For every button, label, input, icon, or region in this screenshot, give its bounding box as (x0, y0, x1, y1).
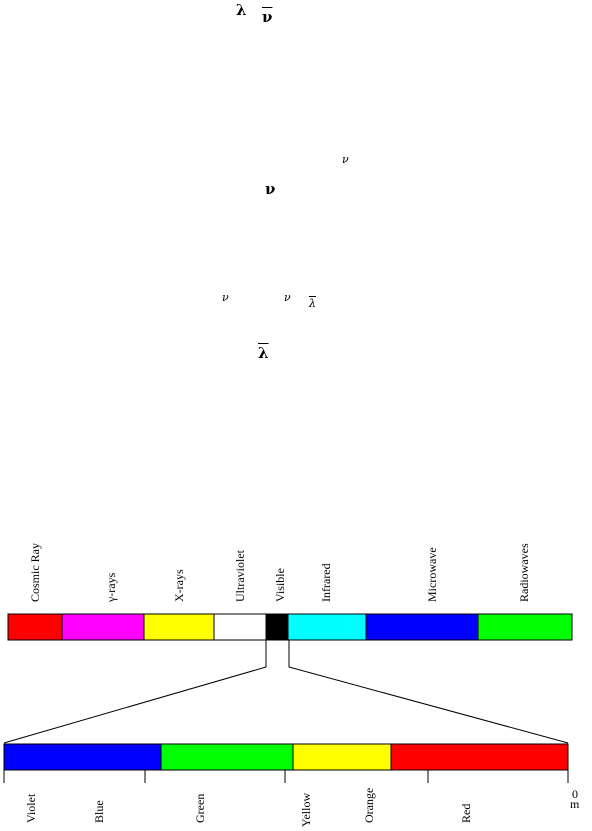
label-orange: Orange (362, 788, 376, 823)
lambda-symbol: λ (236, 1, 247, 19)
visible-band-yellow (292, 743, 392, 771)
band-visible (265, 613, 288, 641)
band-radiowaves (477, 613, 573, 641)
label-end-value: 0 (572, 787, 578, 801)
label-radiowaves: Radiowaves (517, 543, 531, 602)
visible-spectrum-bar (3, 743, 569, 771)
label-visible: Visible (273, 568, 287, 602)
visible-band-blue (3, 743, 162, 771)
label-red: Red (459, 804, 473, 823)
label-gamma-rays: γ-rays (104, 572, 118, 603)
zoom-line-right (288, 640, 569, 744)
label-infrared: Infrared (319, 563, 333, 602)
zoom-connector (3, 640, 569, 744)
label-microwave: Microwave (425, 547, 439, 602)
nu-bar-symbol: ν (262, 8, 273, 26)
label-x-rays: X-rays (172, 569, 186, 602)
band-microwave (365, 613, 479, 641)
visible-axis (3, 769, 569, 783)
lambda-bar-symbol: λ (258, 344, 269, 362)
label-yellow: Yellow (299, 793, 313, 827)
band-gamma-rays (61, 613, 145, 641)
label-green: Green (193, 794, 207, 823)
spectrum-bar (7, 613, 573, 641)
band-infrared (287, 613, 367, 641)
band-ultraviolet (213, 613, 267, 641)
band-x-rays (143, 613, 215, 641)
nu-symbol: ν (265, 180, 276, 198)
nu-small-symbol-a: ν (222, 291, 229, 304)
zoom-line-left (3, 640, 267, 744)
label-cosmic-ray: Cosmic Ray (28, 543, 42, 602)
nu-small-symbol-right: ν (342, 153, 349, 166)
spectrum-labels: Cosmic Ray γ-rays X-rays Ultraviolet Vis… (28, 543, 531, 603)
label-unit: m (570, 797, 580, 811)
visible-band-green (160, 743, 294, 771)
visible-band-red (390, 743, 569, 771)
visible-labels: Violet Blue Green Yellow Orange Red 0 m (24, 787, 580, 827)
nu-small-symbol-b: ν (284, 291, 291, 304)
band-cosmic-ray (7, 613, 63, 641)
label-violet: Violet (24, 793, 38, 823)
label-blue: Blue (92, 800, 106, 823)
lambda-bar-small-symbol: λ (309, 297, 316, 310)
label-ultraviolet: Ultraviolet (233, 549, 247, 602)
